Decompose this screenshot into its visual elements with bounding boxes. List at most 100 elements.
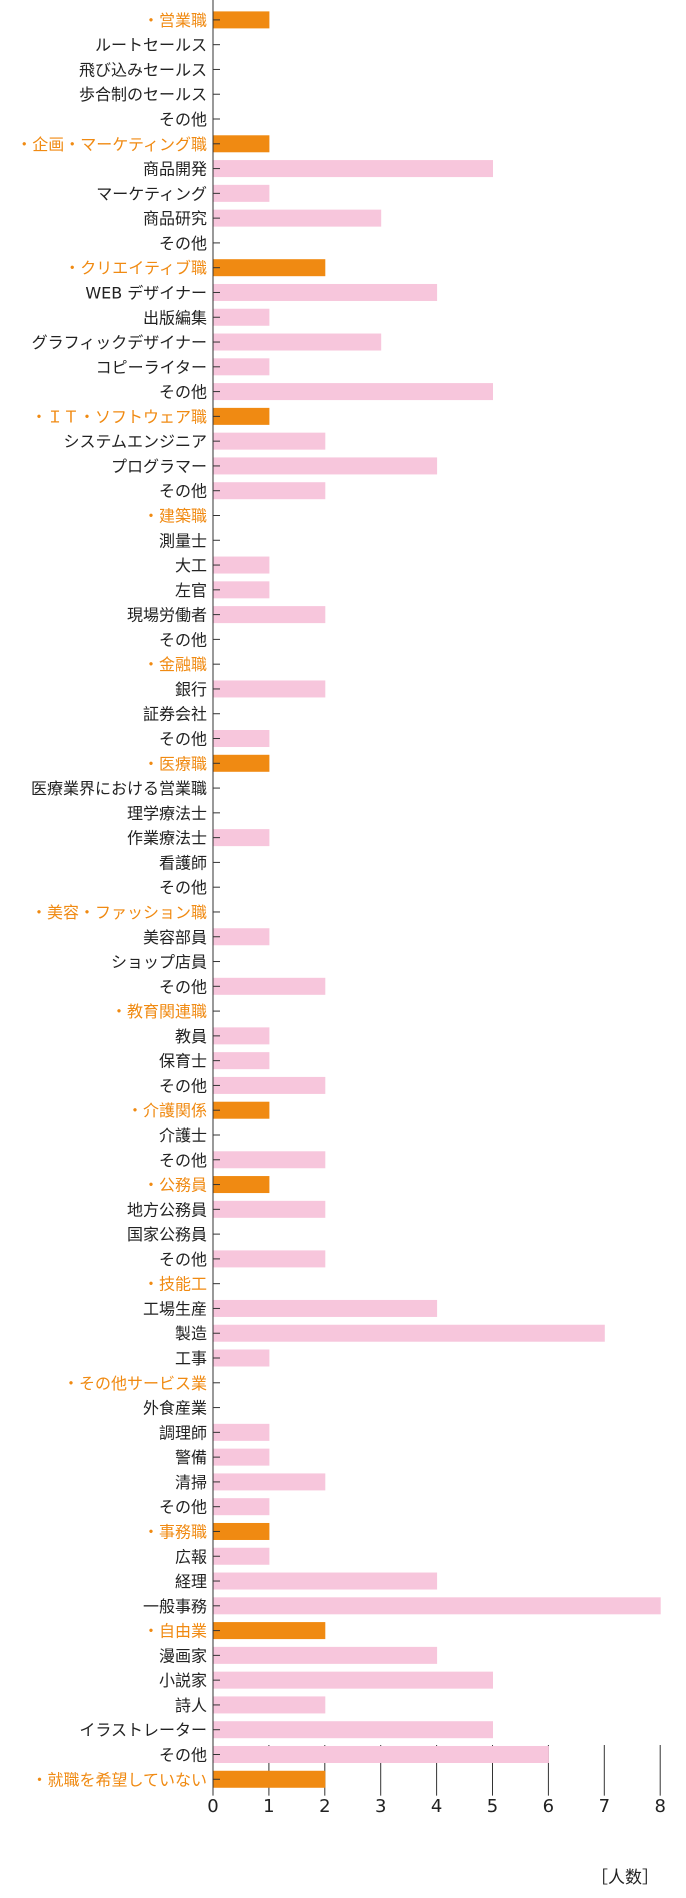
item-label: 現場労働者 (127, 606, 207, 625)
item-label: 工場生産 (143, 1299, 207, 1318)
item-label: 調理師 (159, 1423, 207, 1442)
item-label: 飛び込みセールス (79, 60, 207, 79)
item-label: 保育士 (159, 1052, 207, 1071)
item-bar (213, 1448, 270, 1466)
item-label: 商品開発 (143, 160, 207, 179)
item-label: システムエンジニア (63, 432, 207, 451)
item-label: 出版編集 (143, 308, 207, 327)
row-labels: ・営業職ルートセールス飛び込みセールス歩合制のセールスその他・企画・マーケティン… (16, 11, 207, 1789)
item-label: 医療業界における営業職 (31, 779, 207, 798)
item-label: 小説家 (159, 1671, 207, 1690)
item-label: その他 (159, 1745, 207, 1764)
item-label: その他 (159, 1498, 207, 1517)
item-label: 介護士 (159, 1126, 207, 1145)
item-bar (213, 556, 270, 574)
item-bar (213, 358, 270, 376)
item-label: 銀行 (175, 680, 207, 699)
item-label: その他 (159, 977, 207, 996)
item-label: 国家公務員 (127, 1225, 207, 1244)
category-bar (213, 259, 326, 277)
item-label: その他 (159, 730, 207, 749)
item-label: 大工 (175, 556, 207, 575)
item-label: 理学療法士 (127, 804, 207, 823)
item-label: 証券会社 (143, 705, 207, 724)
item-bar (213, 1597, 661, 1615)
item-label: 一般事務 (143, 1597, 207, 1616)
item-bar (213, 977, 326, 995)
item-bar (213, 581, 270, 599)
item-bar (213, 1473, 326, 1491)
item-bar (213, 1423, 270, 1441)
item-bar (213, 482, 326, 500)
x-tick-label: 7 (599, 1796, 610, 1817)
item-bar (213, 283, 438, 301)
item-label: マーケティング (96, 184, 207, 203)
unit-label: ［人数］ (591, 1868, 659, 1888)
category-label: ・建築職 (143, 506, 207, 525)
category-label: ・ＩＴ・ソフトウェア職 (31, 407, 207, 426)
x-tick-label: 3 (375, 1796, 386, 1817)
item-label: 製造 (175, 1324, 207, 1343)
item-bar (213, 1498, 270, 1516)
item-bar (213, 209, 382, 227)
category-bar (213, 135, 270, 153)
item-label: ルートセールス (95, 36, 207, 55)
item-label: 作業療法士 (127, 829, 207, 848)
x-tick-labels: 0 1 2 3 4 5 6 7 8 (207, 1796, 666, 1817)
category-label: ・その他サービス業 (63, 1374, 207, 1393)
bars (213, 11, 661, 1788)
category-label: ・技能工 (143, 1275, 207, 1294)
category-label: ・教育関連職 (111, 1002, 207, 1021)
category-label: ・金融職 (143, 655, 207, 674)
category-bar (213, 1622, 326, 1640)
item-label: 警備 (175, 1448, 207, 1467)
item-label: その他 (159, 1151, 207, 1170)
item-label: その他 (159, 1250, 207, 1269)
item-bar (213, 1547, 270, 1565)
item-bar (213, 1299, 438, 1317)
category-label: ・クリエイティブ職 (64, 259, 207, 278)
item-bar (213, 680, 326, 698)
item-label: その他 (159, 234, 207, 253)
item-bar (213, 1646, 438, 1664)
item-label: 商品研究 (143, 209, 207, 228)
item-label: その他 (159, 383, 207, 402)
item-bar (213, 432, 326, 450)
item-label: 外食産業 (143, 1399, 207, 1418)
x-tick-label: 1 (263, 1796, 274, 1817)
item-label: 教員 (175, 1027, 207, 1046)
item-bar (213, 829, 270, 847)
item-label: 工事 (175, 1349, 207, 1368)
item-label: その他 (159, 878, 207, 897)
item-bar (213, 1052, 270, 1070)
item-bar (213, 308, 270, 326)
category-label: ・営業職 (143, 11, 207, 30)
item-label: 看護師 (159, 853, 207, 872)
x-tick-label: 6 (543, 1796, 554, 1817)
item-bar (213, 1250, 326, 1268)
item-label: その他 (159, 482, 207, 501)
category-bar (213, 1176, 270, 1194)
category-label: ・美容・ファッション職 (31, 903, 207, 922)
category-bar (213, 11, 270, 29)
item-bar (213, 457, 438, 475)
item-label: グラフィックデザイナー (32, 333, 207, 352)
category-bar (213, 754, 270, 772)
item-label: 広報 (175, 1547, 207, 1566)
x-tick-label: 4 (431, 1796, 442, 1817)
category-label: ・介護関係 (127, 1101, 207, 1120)
category-label: ・医療職 (143, 754, 207, 773)
item-label: 測量士 (159, 531, 207, 550)
item-label: コピーライター (96, 358, 207, 377)
item-label: 美容部員 (143, 928, 207, 947)
x-tick-label: 8 (654, 1796, 665, 1817)
item-label: 漫画家 (159, 1646, 207, 1665)
item-bar (213, 1696, 326, 1714)
item-bar (213, 1349, 270, 1367)
x-tick-label: 2 (319, 1796, 330, 1817)
item-bar (213, 383, 493, 401)
item-bar (213, 333, 382, 351)
item-bar (213, 1076, 326, 1094)
item-label: 経理 (175, 1572, 207, 1591)
